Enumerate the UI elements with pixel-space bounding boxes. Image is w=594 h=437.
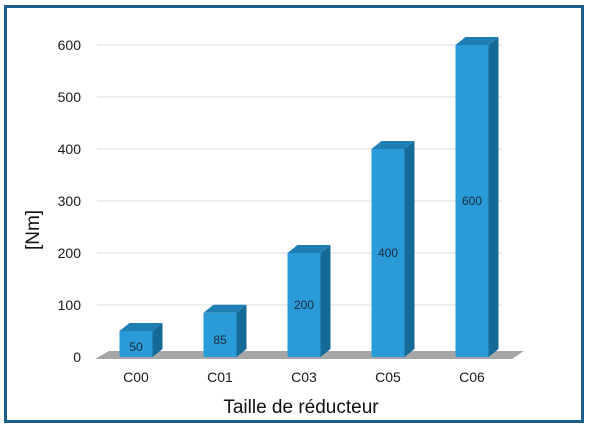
y-tick-label: 400	[58, 141, 82, 157]
y-tick-label: 0	[73, 349, 81, 365]
bar-top	[203, 304, 247, 313]
y-tick-label: 100	[58, 297, 82, 313]
data-label: 50	[129, 340, 143, 354]
bar-side	[488, 37, 499, 357]
bar-c01: 85	[203, 304, 247, 357]
x-axis-title: Taille de réducteur	[223, 397, 379, 418]
y-tick-label: 600	[58, 37, 82, 53]
bar-front	[203, 312, 237, 357]
bar-c03: 200	[287, 245, 331, 357]
data-label: 200	[294, 298, 314, 312]
bars: 50 85 200 400 600	[119, 37, 499, 357]
bar-front	[287, 253, 321, 357]
data-label: 85	[213, 333, 227, 347]
data-label: 400	[378, 246, 398, 260]
bar-front	[455, 45, 489, 357]
y-axis-ticks: 0 100 200 300 400 500 600	[58, 37, 82, 365]
data-label: 600	[462, 194, 482, 208]
x-tick-label: C00	[123, 369, 149, 385]
x-tick-label: C03	[291, 369, 317, 385]
x-tick-label: C01	[207, 369, 233, 385]
bar-top	[371, 141, 415, 149]
y-tick-label: 500	[58, 89, 82, 105]
x-tick-label: C06	[459, 369, 485, 385]
x-tick-label: C05	[375, 369, 401, 385]
bar-top	[119, 323, 163, 331]
bar-top	[455, 37, 499, 45]
bar-front	[119, 331, 153, 357]
bar-front	[371, 149, 405, 357]
bar-top	[287, 245, 331, 253]
bar-side	[404, 141, 415, 357]
bar-c06: 600	[455, 37, 499, 357]
y-tick-label: 200	[58, 245, 82, 261]
bar-side	[236, 304, 247, 357]
x-axis-ticks: C00 C01 C03 C05 C06	[123, 369, 485, 385]
y-tick-label: 300	[58, 193, 82, 209]
bar-c05: 400	[371, 141, 415, 357]
bar-side	[152, 323, 163, 357]
y-axis-title: [Nm]	[23, 210, 44, 250]
bar-side	[320, 245, 331, 357]
grid-lines	[97, 44, 502, 306]
bar-c00: 50	[119, 323, 163, 357]
